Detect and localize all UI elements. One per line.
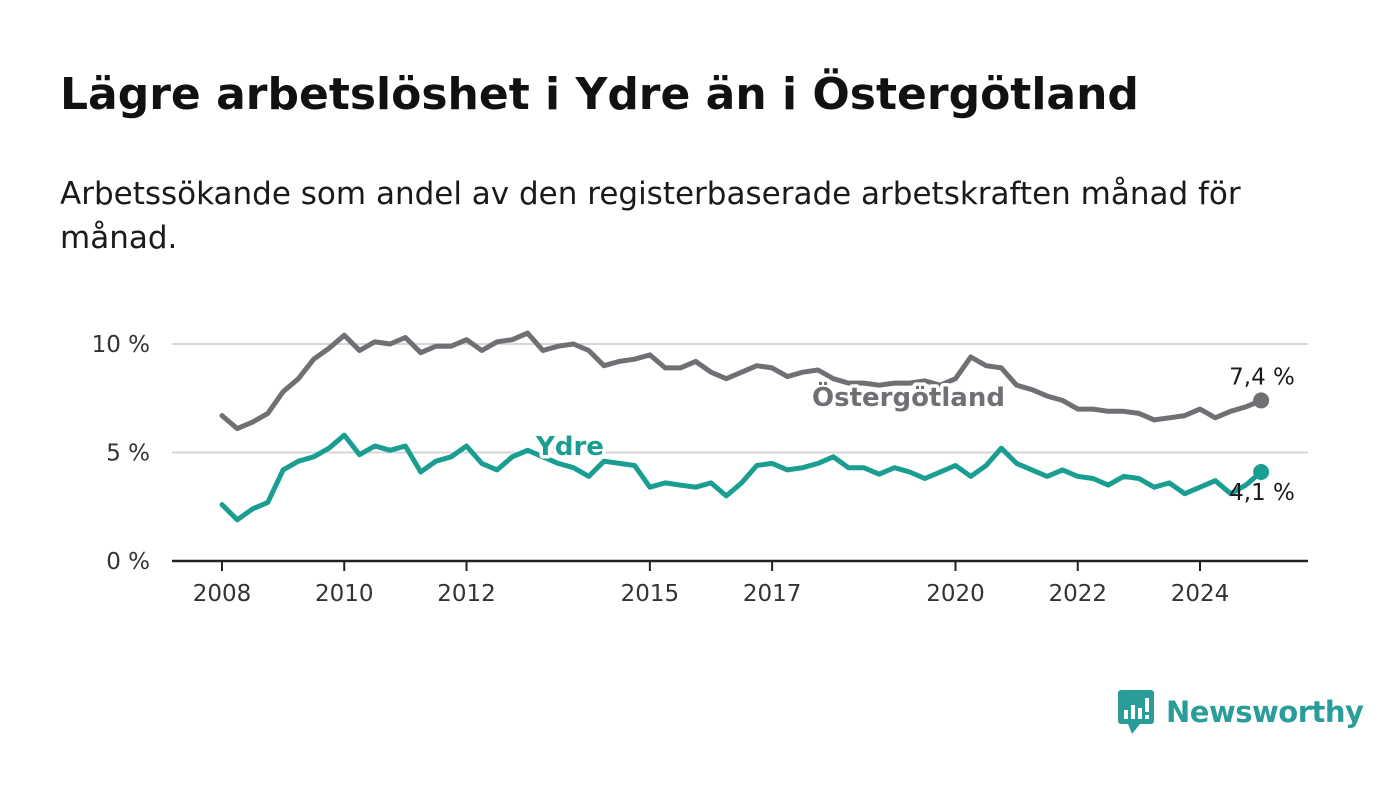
newsworthy-logo: Newsworthy — [1118, 690, 1364, 734]
x-tick-label: 2024 — [1171, 581, 1230, 607]
x-tick-label: 2012 — [437, 581, 496, 607]
x-tick-label: 2020 — [926, 581, 985, 607]
series-lines — [219, 330, 1270, 523]
chart-subtitle: Arbetssökande som andel av den registerb… — [60, 176, 1241, 256]
x-tick-label: 2022 — [1048, 581, 1107, 607]
x-tick-label: 2017 — [743, 581, 802, 607]
series-end-value-label: 4,1 % — [1229, 480, 1295, 506]
series-name-label: Ydre — [535, 432, 604, 462]
x-axis: 2008 2010 2012 2015 2017 2020 2022 2024 — [193, 561, 1230, 607]
chart-title: Lägre arbetslöshet i Ydre än i Östergötl… — [60, 69, 1139, 120]
series-line-ostergotland — [219, 330, 1264, 432]
series-end-point — [1253, 464, 1270, 481]
brand-name: Newsworthy — [1166, 695, 1364, 729]
y-tick-label: 0 % — [106, 549, 150, 575]
x-tick-label: 2010 — [315, 581, 374, 607]
grid-lines — [172, 343, 1308, 563]
y-tick-label: 10 % — [92, 332, 150, 358]
series-end-value-label: 7,4 % — [1229, 364, 1295, 390]
series-labels: 7,4 % 4,1 % Östergötland Ydre — [532, 364, 1295, 506]
y-tick-label: 5 % — [106, 441, 150, 467]
y-axis: 0 % 5 % 10 % — [92, 332, 150, 575]
series-name-label: Östergötland — [812, 380, 1005, 413]
series-line-ydre — [219, 432, 1264, 523]
x-tick-label: 2015 — [621, 581, 680, 607]
newsworthy-chart-bubble-icon — [1118, 690, 1154, 734]
series-end-point — [1253, 392, 1270, 409]
x-tick-label: 2008 — [193, 581, 252, 607]
